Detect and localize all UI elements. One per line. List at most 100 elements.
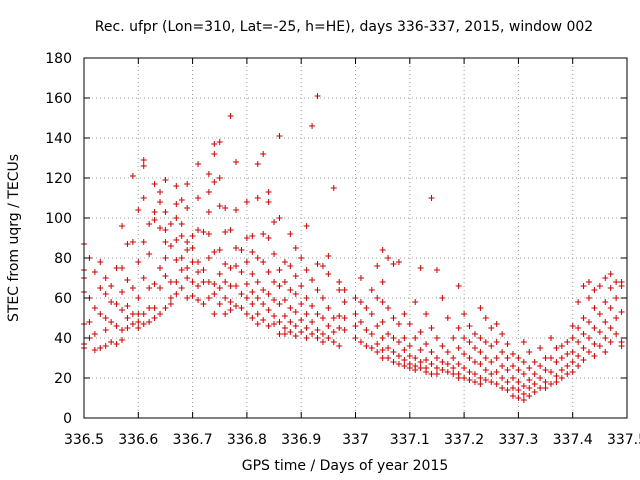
data-point (303, 267, 310, 273)
y-tick-label: 160 (45, 91, 72, 107)
data-point (140, 163, 147, 169)
data-point (379, 335, 386, 341)
data-point (591, 305, 598, 311)
data-point (167, 295, 174, 301)
data-point (205, 171, 212, 177)
data-point (461, 375, 468, 381)
data-point (406, 343, 413, 349)
data-point (433, 335, 440, 341)
y-tick-label: 20 (54, 371, 72, 387)
data-point (184, 239, 191, 245)
data-point (423, 369, 430, 375)
data-point (238, 291, 245, 297)
data-point (357, 339, 364, 345)
data-point (173, 201, 180, 207)
data-point (97, 311, 104, 317)
data-point (385, 355, 392, 361)
data-point (564, 351, 571, 357)
data-point (352, 295, 359, 301)
data-point (553, 345, 560, 351)
data-point (276, 267, 283, 273)
data-point (412, 355, 419, 361)
data-point (466, 369, 473, 375)
data-point (374, 295, 381, 301)
data-point (433, 365, 440, 371)
data-point (580, 283, 587, 289)
data-point (482, 315, 489, 321)
data-point (140, 195, 147, 201)
data-point (379, 319, 386, 325)
data-point (102, 327, 109, 333)
data-point (227, 227, 234, 233)
data-point (580, 345, 587, 351)
data-point (119, 223, 126, 229)
data-point (493, 321, 500, 327)
data-point (368, 287, 375, 293)
data-point (243, 281, 250, 287)
data-point (151, 281, 158, 287)
data-point (178, 221, 185, 227)
data-point (173, 291, 180, 297)
data-point (374, 323, 381, 329)
data-point (113, 341, 120, 347)
data-point (569, 359, 576, 365)
data-point (233, 263, 240, 269)
data-point (200, 267, 207, 273)
data-point (287, 287, 294, 293)
data-point (385, 305, 392, 311)
data-point (162, 209, 169, 215)
data-point (124, 241, 131, 247)
data-point (184, 275, 191, 281)
data-point (102, 291, 109, 297)
data-point (271, 279, 278, 285)
data-point (298, 329, 305, 335)
data-point (249, 301, 256, 307)
data-point (287, 305, 294, 311)
data-point (515, 379, 522, 385)
data-point (374, 263, 381, 269)
data-point (477, 381, 484, 387)
data-point (173, 237, 180, 243)
data-point (509, 351, 516, 357)
data-point (314, 335, 321, 341)
data-point (336, 343, 343, 349)
data-point (444, 361, 451, 367)
data-point (450, 371, 457, 377)
data-point (309, 331, 316, 337)
data-point (260, 259, 267, 265)
data-point (124, 277, 131, 283)
data-point (330, 339, 337, 345)
data-point (303, 223, 310, 229)
data-point (135, 295, 142, 301)
data-point (195, 269, 202, 275)
data-point (227, 307, 234, 313)
data-point (162, 227, 169, 233)
data-point (444, 315, 451, 321)
data-point (211, 179, 218, 185)
data-point (119, 265, 126, 271)
data-point (222, 295, 229, 301)
data-point (271, 251, 278, 257)
data-point (287, 319, 294, 325)
data-point (157, 285, 164, 291)
data-point (569, 335, 576, 341)
data-point (395, 321, 402, 327)
data-point (97, 259, 104, 265)
data-point (178, 267, 185, 273)
data-point (341, 299, 348, 305)
data-point (618, 309, 625, 315)
data-point (205, 255, 212, 261)
data-point (113, 301, 120, 307)
data-point (254, 195, 261, 201)
data-point (173, 257, 180, 263)
data-point (325, 305, 332, 311)
data-point (129, 321, 136, 327)
data-point (412, 335, 419, 341)
data-point (379, 299, 386, 305)
data-point (471, 359, 478, 365)
y-tick-label: 180 (45, 51, 72, 67)
data-point (129, 285, 136, 291)
data-point (238, 269, 245, 275)
data-point (613, 331, 620, 337)
data-point (439, 367, 446, 373)
